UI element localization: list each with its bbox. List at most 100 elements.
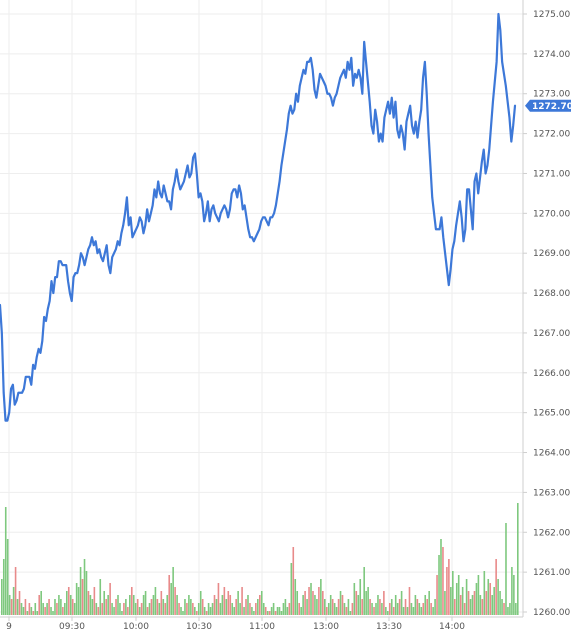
grid-lines (0, 0, 523, 617)
volume-bar (2, 559, 5, 615)
volume-bar (109, 583, 111, 615)
volume-bar (176, 595, 178, 615)
price-series (0, 12, 517, 422)
volume-bar (507, 607, 509, 615)
volume-bar (262, 603, 265, 615)
volume-bar (473, 591, 476, 615)
volume-bar (349, 611, 352, 615)
volume-bar (260, 591, 263, 615)
volume-bar (448, 559, 450, 615)
volume-bar (422, 603, 425, 615)
volume-bar (211, 603, 214, 615)
volume-bar (162, 599, 165, 615)
volume-bar (221, 595, 224, 615)
volume-bar (337, 599, 340, 615)
volume-bar (77, 587, 80, 615)
volume-bar (127, 607, 129, 615)
volume-bar (284, 599, 287, 615)
volume-bar (385, 607, 387, 615)
volume-bar (247, 595, 249, 615)
last-value-badge (525, 99, 571, 112)
volume-bar (123, 603, 125, 615)
volume-bar (280, 611, 283, 615)
volume-bar (44, 607, 46, 615)
volume-bar (377, 595, 379, 615)
volume-bar (404, 599, 407, 615)
volume-bar (111, 603, 113, 615)
volume-bar (113, 607, 115, 615)
volume-bar (87, 591, 90, 615)
volume-bar (489, 583, 492, 615)
volume-bar (150, 599, 153, 615)
volume-bar (402, 607, 405, 615)
volume-bar (10, 599, 13, 615)
volume-bar (158, 603, 161, 615)
volume-bar (442, 547, 444, 615)
volume-bar (97, 607, 100, 615)
volume-bar (194, 607, 196, 615)
volume-bar (345, 607, 348, 615)
volume-bar (52, 611, 54, 615)
volume-bar (4, 507, 7, 615)
volume-bar (331, 599, 334, 615)
volume-bar (424, 595, 427, 615)
volume-bar (308, 587, 310, 615)
volume-bar (134, 603, 137, 615)
volume-bar (499, 591, 501, 615)
volume-bar (469, 599, 472, 615)
volume-bar (99, 579, 102, 615)
volume-bar (471, 595, 474, 615)
volume-bar (67, 587, 70, 615)
volume-bar (170, 583, 172, 615)
volume-bar (34, 603, 37, 615)
last-value-label: 1272.70 (532, 102, 572, 112)
volume-bar (408, 587, 411, 615)
volume-bar (406, 607, 409, 615)
volume-bar (166, 595, 169, 615)
y-tick-label: 1265.00 (533, 409, 570, 419)
volume-bar (314, 595, 316, 615)
volume-bar (318, 587, 320, 615)
volume-bar (426, 599, 429, 615)
volume-bar (192, 603, 194, 615)
volume-bar (46, 603, 48, 615)
x-tick-label: 09:30 (59, 622, 85, 632)
volume-bar (81, 579, 84, 615)
volume-bar (418, 603, 421, 615)
x-tick-label: 10:00 (123, 622, 149, 632)
volume-bar (190, 599, 192, 615)
volume-bar (513, 575, 515, 615)
volume-bar (325, 607, 328, 615)
volume-bar (365, 591, 367, 615)
volume-bar (459, 595, 462, 615)
volume-bar (463, 603, 466, 615)
x-tick-label: 14:00 (439, 622, 465, 632)
volume-bar (14, 567, 17, 615)
volume-bar (475, 583, 478, 615)
volume-bar (339, 591, 342, 615)
volume-bar (436, 575, 438, 615)
volume-bar (209, 607, 212, 615)
volume-bar (83, 559, 86, 615)
volume-bar (357, 595, 360, 615)
volume-bar (180, 607, 182, 615)
volume-bar (178, 603, 180, 615)
volume-bar (160, 591, 163, 615)
volume-bar (249, 603, 251, 615)
volume-bar (264, 607, 267, 615)
volume-bar (199, 591, 202, 615)
volume-bar (195, 611, 198, 615)
volume-bar (412, 607, 415, 615)
volume-bar (420, 607, 423, 615)
last-value-marker: 1272.70 (525, 99, 572, 112)
volume-bar (278, 607, 281, 615)
volume-bar (316, 599, 318, 615)
volume-bar (101, 603, 104, 615)
volume-bar (93, 587, 96, 615)
volume-bar (164, 603, 167, 615)
volume-bar (215, 599, 218, 615)
volume-bar (30, 607, 33, 615)
volume-bar (298, 603, 300, 615)
